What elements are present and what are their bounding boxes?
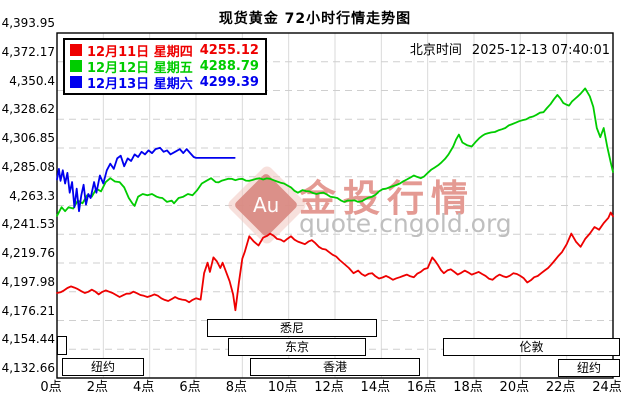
series-line-2	[56, 87, 614, 217]
session-box-stub	[57, 336, 67, 355]
legend-row-3: 12月13日 星期六 4299.39	[70, 74, 259, 92]
legend-date-label: 12月11日 星期四	[87, 44, 193, 60]
series-line-1	[56, 211, 614, 312]
x-axis-label: 2点	[86, 380, 108, 395]
x-axis-label: 14点	[360, 380, 391, 395]
watermark-brand-text: 金投行情	[299, 177, 475, 220]
x-axis-label: 24点	[592, 380, 622, 395]
x-axis-label: 18点	[453, 380, 483, 395]
x-axis-label: 10点	[267, 380, 298, 395]
y-axis-label: 4,328.62	[1, 102, 55, 117]
series-line-3	[56, 146, 236, 213]
beijing-time-value: 2025-12-13 07:40:01	[471, 43, 610, 58]
legend-swatch-icon	[70, 60, 82, 72]
y-axis-label: 4,176.21	[1, 303, 55, 318]
session-box-纽约: 纽约	[558, 359, 620, 377]
legend-close-value: 4299.39	[199, 74, 259, 90]
y-axis-label: 4,219.76	[1, 246, 55, 260]
x-axis-label: 8点	[225, 380, 247, 395]
x-axis-label: 20点	[499, 380, 530, 395]
legend-box: 12月11日 星期四 4255.12 12月12日 星期五 4288.79 12月13日…	[63, 38, 267, 95]
chart-title: 现货黄金 72小时行情走势图	[218, 11, 412, 27]
x-axis-label: 16点	[406, 380, 437, 395]
session-box-伦敦: 伦敦	[443, 338, 620, 356]
legend-swatch-icon	[70, 44, 82, 56]
x-axis-label: 0点	[40, 380, 62, 395]
y-axis-label: 4,132.66	[1, 361, 55, 375]
y-axis-label: 4,372.17	[1, 44, 55, 59]
session-box-东京: 东京	[228, 338, 366, 356]
legend-date-label: 12月12日 星期五	[87, 60, 193, 76]
y-axis-label: 4,197.98	[1, 274, 55, 289]
session-box-悉尼: 悉尼	[207, 319, 377, 337]
y-axis-label: 4,241.53	[1, 217, 55, 232]
legend-row-2: 12月12日 星期五 4288.79	[70, 58, 259, 76]
legend-row-1: 12月11日 星期四 4255.12	[70, 42, 259, 60]
x-axis-label: 4点	[133, 380, 155, 395]
legend-close-value: 4288.79	[199, 58, 259, 74]
legend-close-value: 4255.12	[199, 42, 259, 58]
y-axis-label: 4,263.3	[9, 188, 55, 203]
x-axis-label: 22点	[545, 380, 576, 395]
beijing-time-label: 北京时间	[409, 43, 462, 58]
y-axis-label: 4,154.44	[1, 332, 55, 347]
legend-swatch-icon	[70, 76, 82, 88]
legend-date-label: 12月13日 星期六	[87, 76, 193, 92]
watermark-site-url: quote.cngold.org	[299, 209, 512, 238]
y-axis-label: 4,306.85	[1, 131, 55, 145]
session-box-香港: 香港	[250, 358, 420, 376]
x-axis-label: 12点	[314, 380, 344, 395]
y-axis-label: 4,393.95	[1, 16, 55, 30]
session-box-纽约: 纽约	[62, 358, 144, 376]
y-axis-label: 4,285.08	[1, 159, 55, 174]
beijing-time: 北京时间 2025-12-13 07:40:01	[410, 39, 610, 58]
x-axis-label: 6点	[179, 380, 201, 395]
y-axis-label: 4,350.4	[9, 73, 55, 88]
